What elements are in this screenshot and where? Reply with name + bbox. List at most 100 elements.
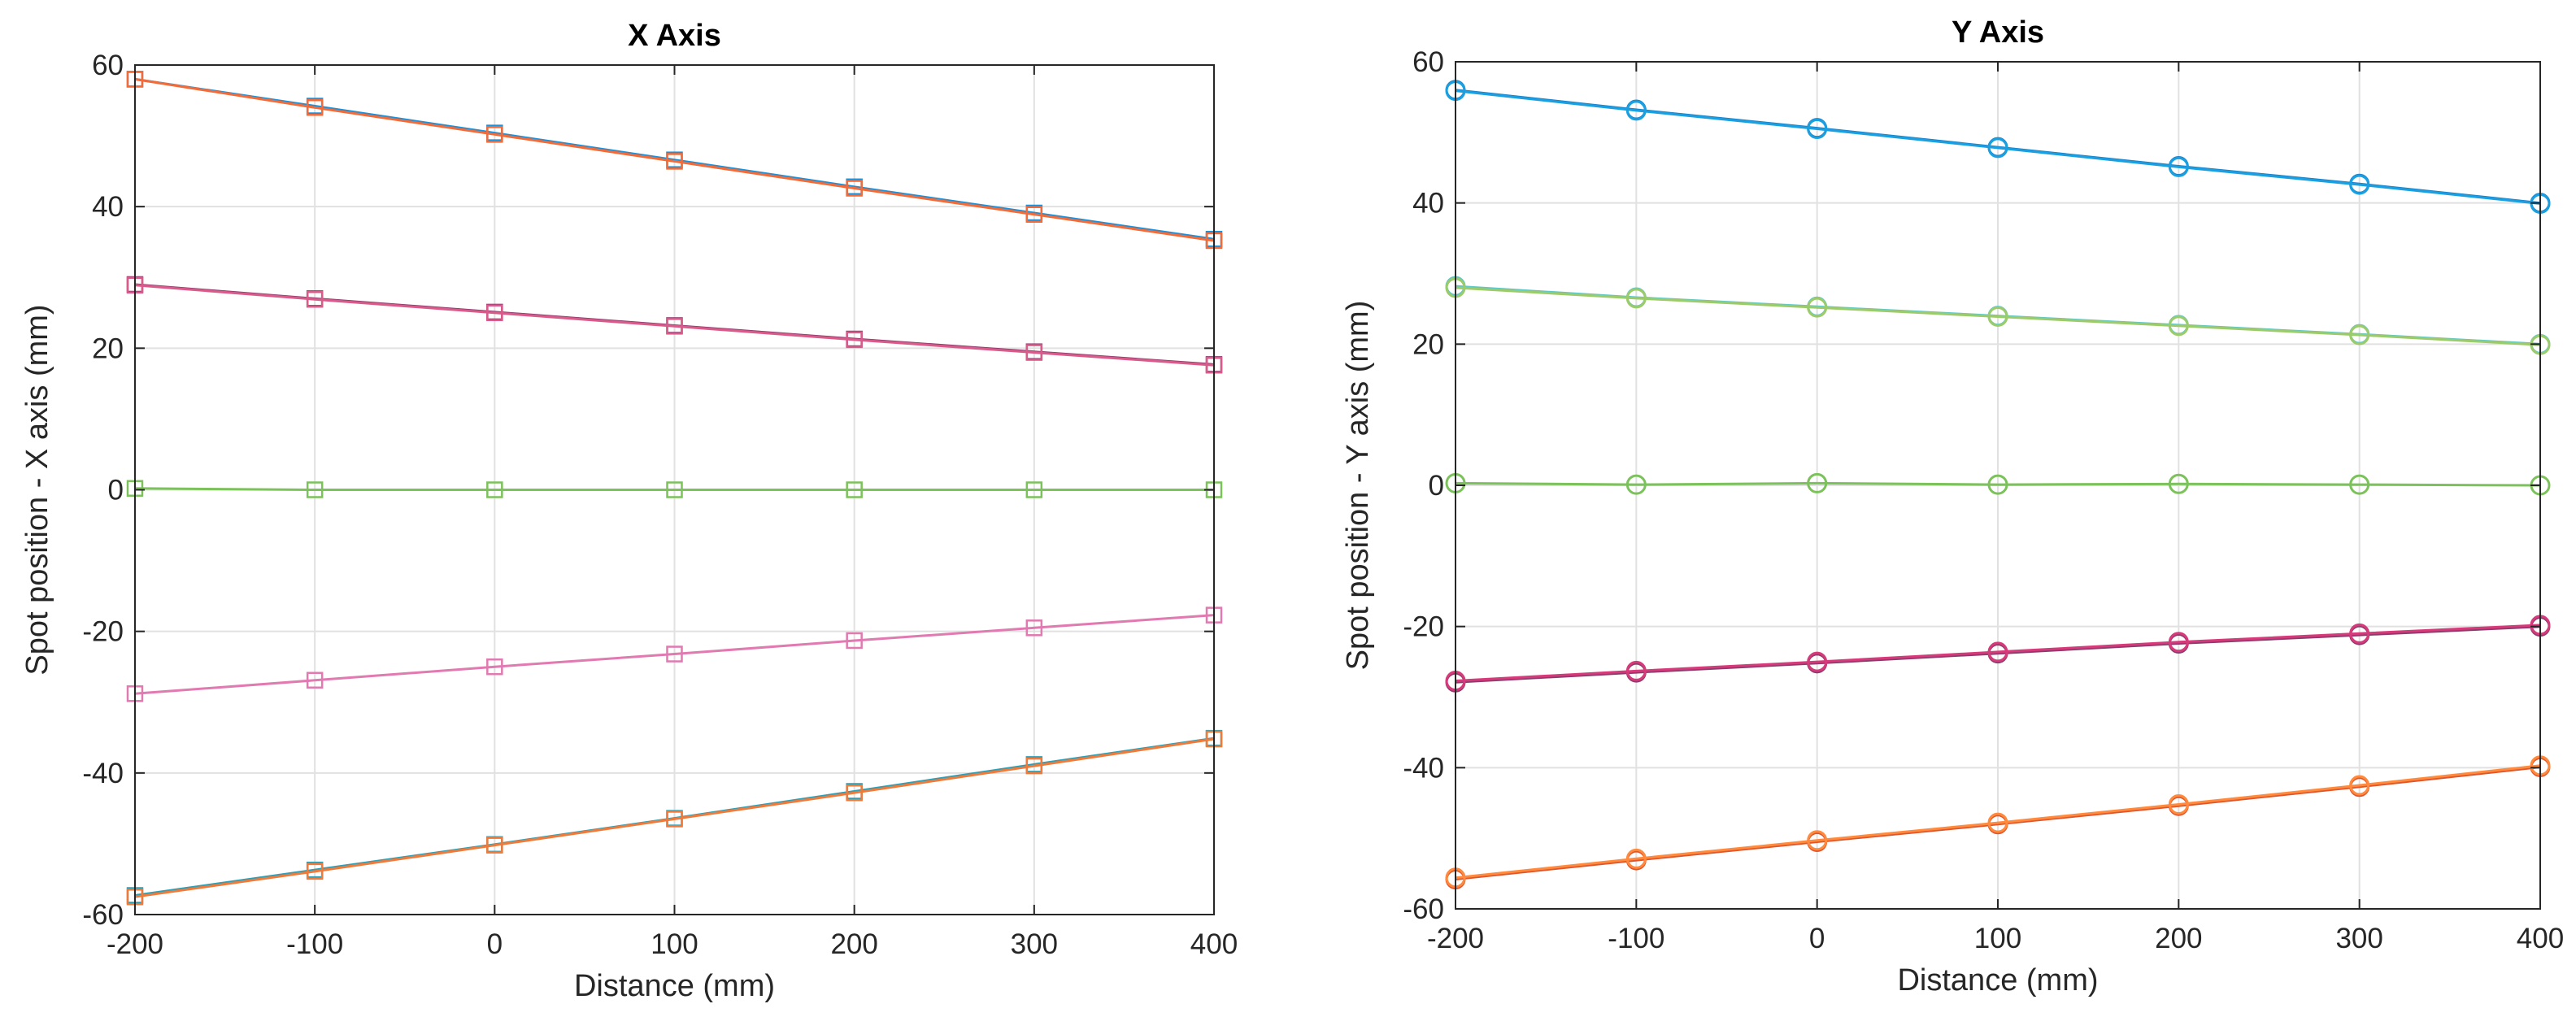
x-axis-ytick-label: 0 (108, 475, 124, 506)
x-axis-xtick-label: 0 (487, 928, 503, 960)
y-axis-ytick-label: 40 (1412, 188, 1444, 219)
y-axis-marker (1807, 651, 1828, 672)
y-axis-marker (1807, 118, 1828, 139)
y-axis-ytick-label: 20 (1412, 328, 1444, 360)
y-axis-ytick-label: -60 (1403, 893, 1444, 925)
y-axis-xtick-label: 400 (2517, 923, 2564, 954)
x-axis-ytick-label: 20 (92, 332, 124, 364)
y-axis-xtick-label: 300 (2335, 923, 2382, 954)
y-axis-xlabel: Distance (mm) (1897, 963, 2098, 997)
y-axis-marker (1625, 474, 1647, 495)
y-axis-marker (2349, 324, 2370, 346)
x-axis-series-line-3 (134, 284, 1215, 367)
x-axis-xtick-label: 300 (1011, 928, 1058, 960)
x-axis-marker (666, 645, 683, 663)
y-axis-series-line-5 (1455, 625, 2541, 684)
y-axis-marker (1987, 641, 2008, 663)
x-axis-xtick-label: 100 (651, 928, 698, 960)
x-axis-series-line-5 (134, 614, 1215, 695)
y-axis-series-line-1 (1455, 89, 2541, 205)
y-axis-xtick-label: -100 (1608, 923, 1664, 954)
x-axis-ylabel: Spot position - X axis (mm) (20, 304, 54, 675)
x-axis-marker (486, 304, 503, 322)
y-axis-xtick-label: 200 (2155, 923, 2202, 954)
x-axis-marker (306, 863, 324, 880)
x-axis-ytick-label: -60 (82, 899, 124, 931)
x-axis-xtick-label: -100 (286, 928, 343, 960)
y-axis-ytick-label: -40 (1403, 752, 1444, 784)
x-axis-marker (666, 153, 683, 170)
y-axis-xtick-label: 0 (1809, 923, 1825, 954)
y-axis-marker (2349, 174, 2370, 195)
y-axis-ytick-label: -20 (1403, 611, 1444, 643)
x-axis-marker (306, 481, 324, 498)
y-axis-marker (2349, 623, 2370, 644)
y-axis-series-line-6 (1455, 624, 2541, 682)
x-axis-series-line-1 (134, 77, 1215, 242)
y-axis-series-line-4 (1455, 481, 2541, 487)
x-axis-xlabel: Distance (mm) (574, 969, 775, 1003)
x-axis-marker (1025, 206, 1043, 223)
y-axis-marker (1807, 297, 1828, 318)
y-axis-ylabel: Spot position - Y axis (mm) (1341, 301, 1375, 671)
x-axis-marker (306, 99, 324, 116)
x-axis-marker (666, 811, 683, 828)
x-axis-series-line-4 (134, 487, 1214, 491)
x-axis-series-line-0 (134, 77, 1215, 241)
y-axis-xtick-label: -200 (1427, 923, 1484, 954)
y-axis-series-line-8 (1455, 764, 2541, 880)
y-axis-ytick-label: 0 (1429, 470, 1444, 502)
y-axis-series-line-3 (1455, 286, 2541, 346)
x-axis-ytick-label: -40 (82, 758, 124, 789)
x-axis-series-line-7 (134, 737, 1215, 898)
x-axis-xtick-label: 400 (1190, 928, 1238, 960)
y-axis-marker (2349, 775, 2370, 796)
x-axis-marker (846, 331, 863, 349)
y-axis-marker (1625, 288, 1647, 309)
y-axis-marker (2168, 473, 2189, 494)
x-axis-ytick-label: 60 (92, 50, 124, 81)
x-axis-marker (486, 481, 503, 498)
y-axis-marker (1987, 137, 2008, 159)
x-axis-marker (1025, 757, 1043, 775)
y-axis-ytick-label: 60 (1412, 46, 1444, 78)
x-axis-marker (486, 658, 503, 676)
x-axis-marker (486, 126, 503, 143)
x-axis-marker (846, 784, 863, 802)
y-axis-marker (1987, 812, 2008, 833)
x-axis-ytick-label: 40 (92, 191, 124, 223)
x-axis-ytick-label: -20 (82, 616, 124, 648)
x-axis-marker (846, 180, 863, 197)
x-axis-title: X Axis (628, 19, 721, 53)
x-axis-marker (846, 481, 863, 498)
y-axis-marker (2168, 156, 2189, 177)
y-axis-marker (2168, 632, 2189, 653)
y-axis-series-line-7 (1455, 766, 2541, 880)
y-axis-marker (1625, 660, 1647, 681)
x-axis-marker (1025, 481, 1043, 498)
y-axis-marker (1987, 474, 2008, 495)
y-axis-marker (1987, 306, 2008, 327)
x-axis-marker (846, 632, 863, 650)
y-axis-xtick-label: 100 (1974, 923, 2021, 954)
x-axis-marker (666, 318, 683, 335)
x-axis-marker (306, 671, 324, 689)
y-axis-title: Y Axis (1952, 15, 2044, 50)
y-axis-marker (1625, 848, 1647, 869)
y-axis-marker (2168, 315, 2189, 337)
x-axis-marker (306, 290, 324, 308)
y-axis-marker (2168, 793, 2189, 815)
x-axis-xtick-label: 200 (830, 928, 877, 960)
y-axis-marker (1807, 472, 1828, 493)
y-axis-marker (2349, 474, 2370, 495)
x-axis-marker (1025, 344, 1043, 361)
x-axis-marker (486, 837, 503, 854)
y-axis-marker (1625, 100, 1647, 121)
y-axis-marker (1807, 830, 1828, 851)
x-axis-xtick-label: -200 (107, 928, 163, 960)
x-axis-marker (1025, 619, 1043, 637)
x-axis-marker (666, 481, 683, 498)
